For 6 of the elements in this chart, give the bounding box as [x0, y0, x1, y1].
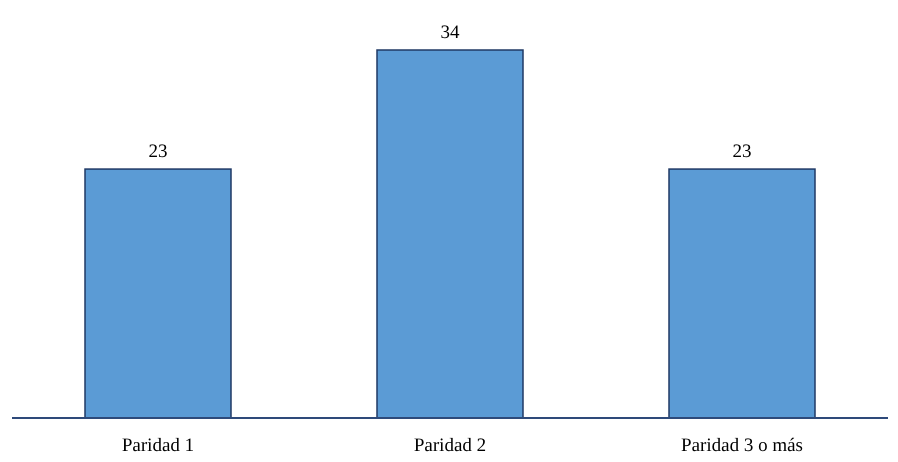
x-tick-label: Paridad 3 o más: [681, 435, 803, 456]
x-tick-label: Paridad 2: [414, 435, 486, 456]
x-tick-label: Paridad 1: [122, 435, 194, 456]
data-label: 23: [148, 141, 168, 162]
data-label: 34: [440, 22, 460, 43]
data-label: 23: [732, 141, 752, 162]
